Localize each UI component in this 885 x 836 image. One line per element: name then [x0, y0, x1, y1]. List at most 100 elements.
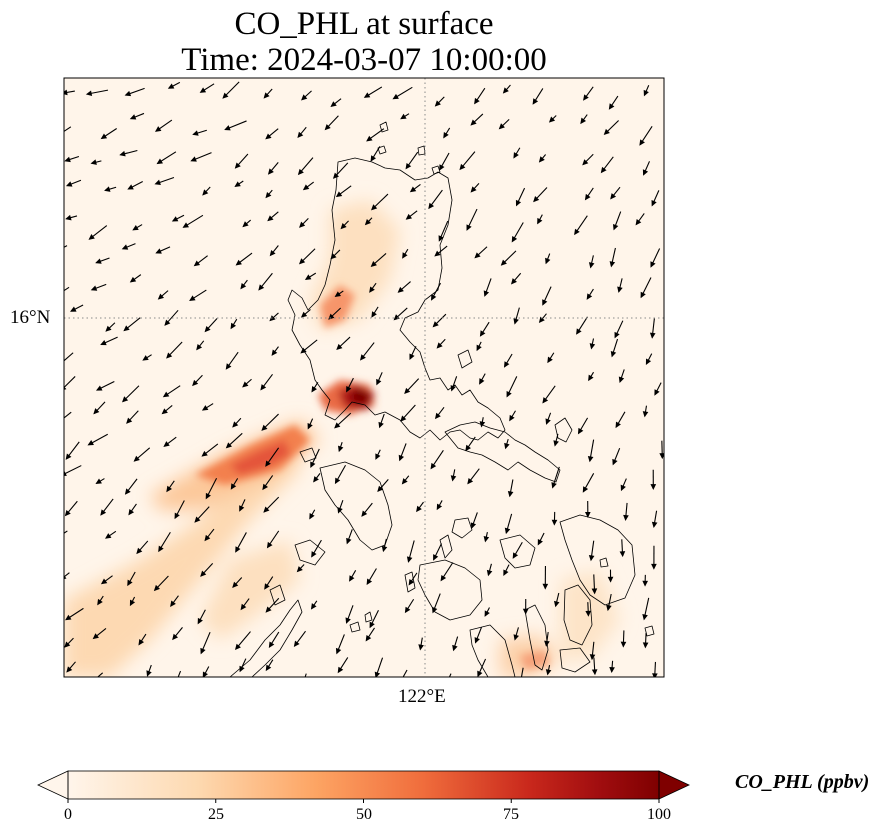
wind-arrowhead — [230, 322, 237, 330]
wind-arrowhead — [511, 235, 518, 243]
wind-arrowhead — [402, 252, 408, 259]
wind-arrowhead — [470, 119, 477, 126]
wind-arrowhead — [623, 514, 629, 521]
wind-arrowhead — [201, 450, 208, 457]
wind-arrowhead — [587, 455, 594, 463]
wind-arrowhead — [153, 584, 160, 592]
wind-arrowhead — [334, 422, 341, 429]
wind-arrowhead — [93, 408, 100, 415]
wind-arrowhead — [154, 126, 162, 132]
wind-arrowhead — [614, 331, 620, 339]
wind-arrowhead — [337, 666, 344, 674]
wind-arrowhead — [222, 92, 229, 99]
wind-arrowhead — [433, 554, 439, 561]
wind-arrowhead — [645, 358, 652, 366]
wind-arrowhead — [603, 128, 610, 136]
wind-arrowhead — [194, 516, 201, 523]
wind-arrowhead — [100, 578, 108, 585]
wind-arrowhead — [369, 621, 375, 629]
wind-arrowhead — [588, 262, 595, 269]
wind-vector — [402, 669, 408, 677]
wind-arrowhead — [405, 213, 413, 220]
wind-arrowhead — [138, 639, 145, 646]
wind-arrowhead — [324, 124, 331, 131]
wind-arrowhead — [192, 130, 199, 136]
wind-arrowhead — [440, 574, 447, 582]
colorbar-gradient — [68, 771, 659, 799]
wind-arrowhead — [370, 155, 377, 162]
concentration-field — [64, 200, 620, 677]
wind-arrowhead — [366, 135, 373, 142]
wind-arrowhead — [408, 579, 415, 586]
wind-arrowhead — [620, 484, 626, 492]
wind-arrowhead — [542, 397, 549, 404]
wind-arrowhead — [609, 666, 615, 674]
wind-arrowhead — [617, 286, 623, 293]
wind-vector — [64, 376, 76, 389]
wind-arrowhead — [129, 114, 137, 120]
wind-arrowhead — [242, 381, 249, 388]
wind-arrowhead — [430, 462, 437, 470]
wind-arrowhead — [95, 385, 103, 391]
wind-arrowhead — [459, 163, 466, 171]
wind-arrowhead — [129, 276, 137, 283]
wind-arrowhead — [90, 680, 94, 684]
wind-arrowhead — [334, 291, 342, 298]
wind-arrowhead — [470, 522, 477, 529]
wind-arrowhead — [311, 386, 317, 393]
wind-arrowhead — [95, 258, 102, 264]
wind-vector — [64, 245, 68, 248]
wind-arrowhead — [576, 328, 582, 335]
wind-arrowhead — [612, 458, 618, 466]
wind-arrowhead — [309, 513, 315, 520]
wind-arrowhead — [474, 97, 480, 105]
wind-vector — [448, 673, 452, 677]
wind-arrowhead — [156, 158, 163, 165]
wind-arrowhead — [269, 249, 276, 257]
wind-arrowhead — [200, 647, 206, 655]
wind-arrowhead — [64, 535, 65, 537]
wind-arrowhead — [545, 669, 552, 676]
wind-arrowhead — [299, 691, 303, 695]
wind-arrowhead — [652, 673, 658, 677]
wind-arrowhead — [123, 325, 130, 332]
wind-arrowhead — [477, 670, 483, 677]
wind-arrowhead — [591, 669, 598, 676]
wind-arrowhead — [64, 89, 68, 96]
wind-arrowhead — [406, 556, 413, 563]
wind-arrowhead — [504, 527, 511, 535]
wind-arrowhead — [609, 261, 616, 268]
wind-arrowhead — [346, 385, 352, 393]
wind-arrowhead — [92, 633, 99, 640]
wind-arrowhead — [55, 293, 59, 297]
wind-arrowhead — [100, 509, 107, 516]
wind-arrowhead — [397, 286, 404, 293]
wind-arrowhead — [126, 417, 133, 424]
wind-arrowhead — [515, 199, 522, 207]
wind-arrowhead — [240, 603, 247, 611]
wind-arrowhead — [121, 244, 129, 250]
wind-arrowhead — [346, 537, 352, 545]
wind-arrowhead — [349, 575, 355, 582]
wind-arrowhead — [642, 642, 649, 649]
wind-arrowhead — [512, 552, 519, 559]
wind-arrowhead — [547, 356, 553, 364]
wind-arrowhead — [235, 546, 241, 553]
wind-arrowhead — [234, 162, 241, 169]
wind-arrowhead — [199, 87, 207, 93]
map-subtitle: Time: 2024-03-07 10:00:00 — [181, 42, 547, 78]
wind-arrowhead — [334, 477, 341, 485]
wind-arrowhead — [190, 156, 197, 162]
wind-arrowhead — [483, 536, 490, 543]
wind-arrowhead — [584, 193, 591, 201]
wind-arrowhead — [610, 350, 617, 358]
wind-arrowhead — [651, 199, 657, 207]
wind-arrowhead — [146, 670, 152, 677]
wind-arrowhead — [162, 391, 170, 398]
wind-arrowhead — [366, 578, 373, 586]
wind-arrowhead — [606, 604, 612, 612]
colorbar-label: CO_PHL (ppbv) — [735, 771, 870, 793]
colorbar-tick-100: 100 — [647, 806, 671, 823]
wind-vector — [64, 286, 70, 292]
wind-vector — [64, 572, 70, 578]
